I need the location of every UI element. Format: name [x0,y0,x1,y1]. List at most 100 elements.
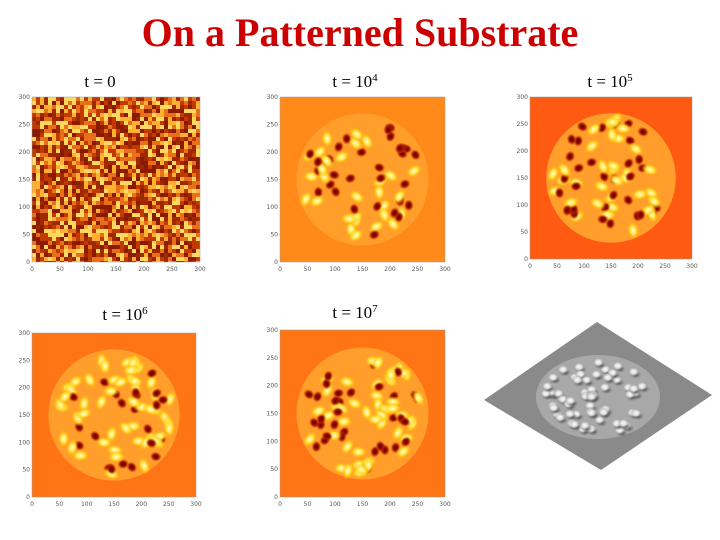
noise-cell [184,237,188,241]
label-text: t = 10 [102,305,142,324]
noise-cell [128,205,132,209]
noise-cell [152,125,156,129]
noise-cell [124,241,128,245]
noise-cell [184,129,188,133]
noise-cell [52,253,56,257]
noise-cell [60,161,64,165]
noise-cell [176,233,180,237]
noise-cell [48,209,52,213]
noise-cell [104,101,108,105]
noise-cell [188,153,192,157]
noise-cell [60,193,64,197]
noise-cell [128,133,132,137]
noise-cell [124,233,128,237]
noise-cell [44,129,48,133]
y-tick-label: 200 [267,383,279,390]
noise-cell [140,205,144,209]
noise-cell [36,253,40,257]
noise-cell [176,109,180,113]
noise-cell [120,153,124,157]
noise-cell [140,213,144,217]
noise-cell [32,161,36,165]
plot-panel: t = 105005050100100150150200200250250300… [517,72,698,270]
noise-cell [156,117,160,121]
noise-cell [60,153,64,157]
noise-cell [144,153,148,157]
bright-spot [125,394,142,409]
noise-cell [40,197,44,201]
noise-cell [136,225,140,229]
noise-cell [116,173,120,177]
noise-cell [72,245,76,249]
noise-cell [88,229,92,233]
noise-cell [104,205,108,209]
noise-cell [156,217,160,221]
noise-cell [172,253,176,257]
bright-spot [163,419,176,438]
noise-cell [44,229,48,233]
noise-cell [84,165,88,169]
noise-cell [132,157,136,161]
noise-cell [84,241,88,245]
noise-cell [152,133,156,137]
noise-cell [56,173,60,177]
label-text: t = 10 [587,72,627,91]
noise-cell [124,113,128,117]
noise-cell [48,197,52,201]
noise-cell [116,225,120,229]
noise-cell [44,261,48,262]
noise-cell [132,181,136,185]
noise-cell [88,105,92,109]
noise-cell [68,177,72,181]
noise-cell [124,165,128,169]
noise-cell [156,197,160,201]
noise-cell [80,117,84,121]
noise-cell [192,241,196,245]
y-tick-label: 50 [270,466,278,473]
noise-cell [80,177,84,181]
noise-cell [144,221,148,225]
noise-cell [120,189,124,193]
noise-cell [148,149,152,153]
noise-cell [116,233,120,237]
noise-cell [56,133,60,137]
noise-cell [104,233,108,237]
bright-spot [641,163,659,177]
noise-cell [60,169,64,173]
noise-cell [152,197,156,201]
noise-cell [116,133,120,137]
noise-cell [184,241,188,245]
noise-cell [112,145,116,149]
noise-cell [56,189,60,193]
noise-cell [52,261,56,262]
noise-cell [144,169,148,173]
noise-cell [68,137,72,141]
noise-cell [188,177,192,181]
dark-spot [345,386,357,399]
noise-cell [196,133,200,137]
bright-spot [348,189,366,204]
noise-cell [32,257,36,261]
noise-cell [60,257,64,261]
noise-cell [132,189,136,193]
noise-cell [44,197,48,201]
noise-cell [40,137,44,141]
noise-cell [84,169,88,173]
noise-cell [120,117,124,121]
noise-cell [148,197,152,201]
noise-cell [72,117,76,121]
noise-cell [56,201,60,205]
noise-cell [32,213,36,217]
noise-cell [68,217,72,221]
noise-cell [88,117,92,121]
noise-cell [84,181,88,185]
surface-bump [547,402,560,413]
noise-cell [112,121,116,125]
noise-cell [68,225,72,229]
dark-spot [624,171,637,182]
noise-cell [116,193,120,197]
noise-cell [108,125,112,129]
noise-cell [92,121,96,125]
noise-cell [92,181,96,185]
noise-cell [100,237,104,241]
